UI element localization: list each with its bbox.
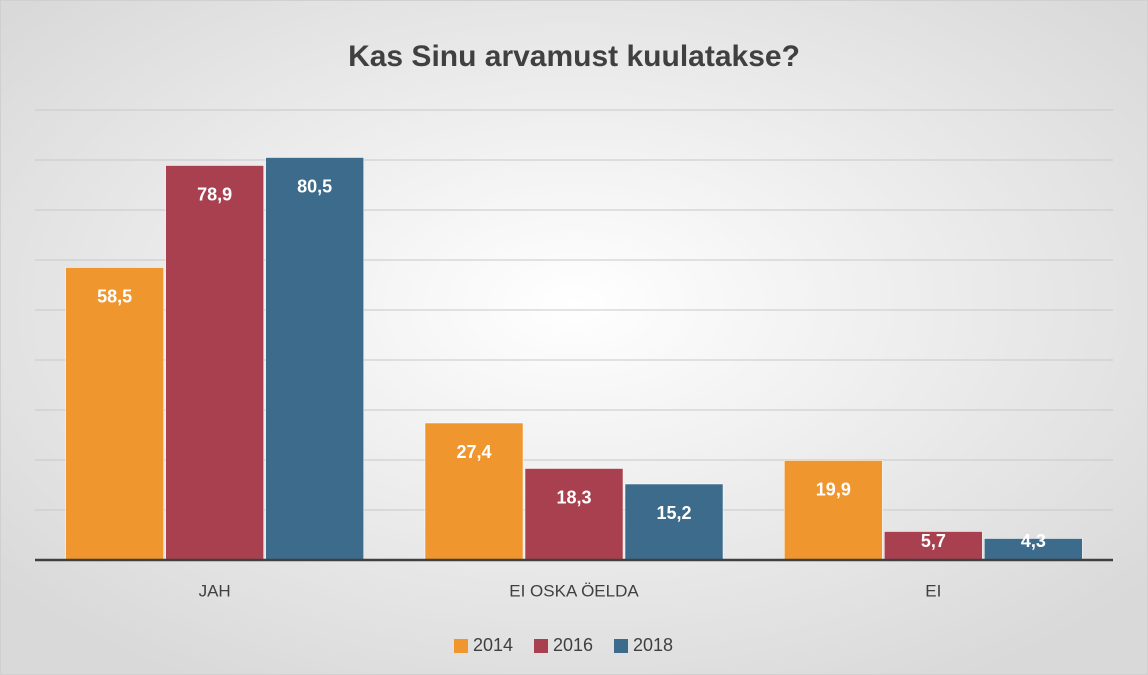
legend-label: 2018 xyxy=(633,635,673,655)
data-label: 5,7 xyxy=(921,531,946,551)
legend-swatch xyxy=(534,639,548,653)
bar xyxy=(265,157,364,561)
legend-swatch xyxy=(454,639,468,653)
bar xyxy=(884,531,983,561)
bar xyxy=(165,165,264,561)
data-label: 78,9 xyxy=(197,184,232,204)
data-label: 80,5 xyxy=(297,176,332,196)
legend-label: 2014 xyxy=(473,635,513,655)
data-label: 58,5 xyxy=(97,286,132,306)
x-tick-label: JAH xyxy=(199,581,231,600)
bar xyxy=(424,422,524,561)
data-label: 15,2 xyxy=(656,503,691,523)
legend-swatch xyxy=(614,639,628,653)
data-label: 18,3 xyxy=(556,487,591,507)
chart-title: Kas Sinu arvamust kuulatakse? xyxy=(348,40,800,73)
legend-label: 2016 xyxy=(553,635,593,655)
x-tick-label: EI OSKA ÖELDA xyxy=(509,581,639,600)
data-label: 27,4 xyxy=(456,442,491,462)
data-label: 19,9 xyxy=(816,479,851,499)
bar xyxy=(65,267,164,561)
bar xyxy=(524,468,624,561)
bar xyxy=(784,460,883,561)
data-label: 4,3 xyxy=(1021,531,1046,551)
x-tick-label: EI xyxy=(925,581,941,600)
